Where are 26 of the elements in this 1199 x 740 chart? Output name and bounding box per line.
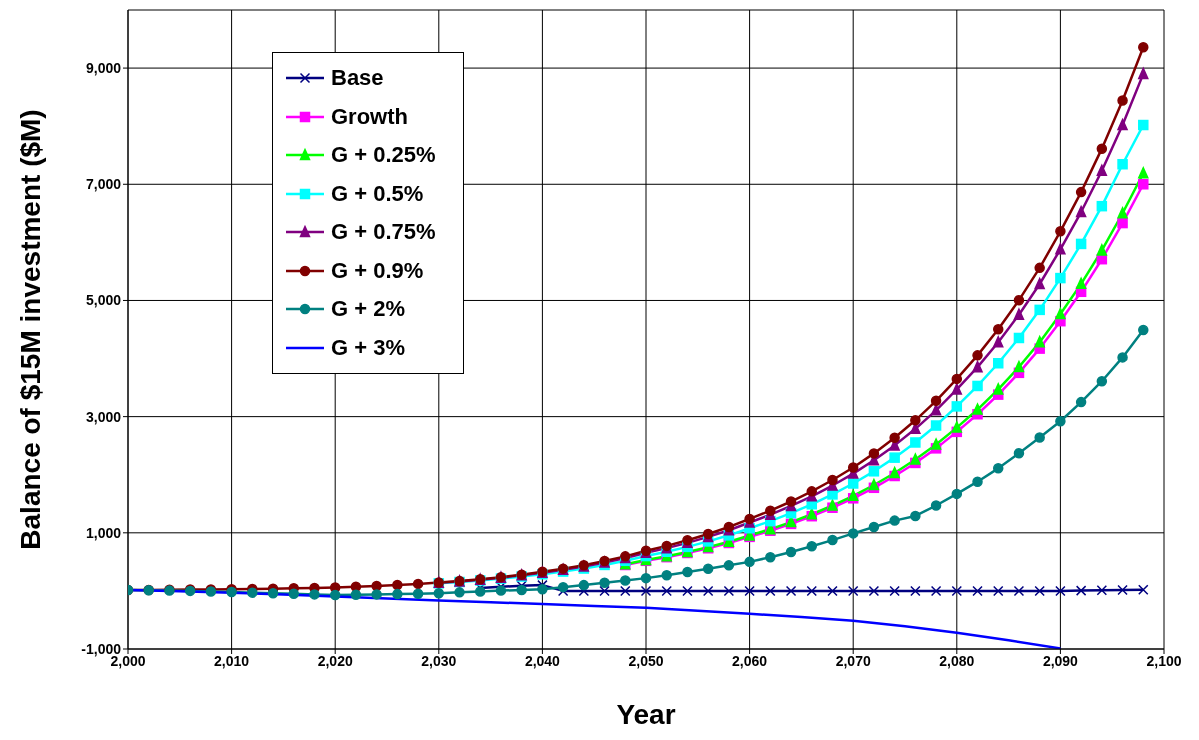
x-tick-label: 2,030 [421,652,457,669]
y-tick-label: -1,000 [81,640,122,657]
y-axis-title: Balance of $15M investment ($M) [14,109,46,550]
legend-label: G + 0.25% [331,142,436,169]
x-tick-label: 2,090 [1042,652,1079,669]
y-tick-label: 3,000 [85,408,122,425]
x-tick-label: 2,060 [732,652,768,669]
x-tick-label: 2,080 [939,652,975,669]
x-tick-label: 2,070 [835,652,871,669]
legend-label: G + 2% [331,296,405,323]
x-tick-label: 2,040 [524,652,561,669]
legend-label: Base [331,65,384,92]
legend-label: G + 0.9% [331,257,424,284]
x-axis-title: Year [616,699,676,730]
y-tick-label: 9,000 [85,60,122,77]
y-tick-label: 5,000 [85,292,122,309]
legend-label: G + 0.5% [331,180,424,207]
legend-label: Growth [331,103,408,130]
x-tick-label: 2,100 [1146,652,1182,669]
legend-label: G + 3% [331,334,405,361]
x-tick-label: 2,050 [628,652,664,669]
x-tick-label: 2,010 [214,652,250,669]
y-tick-label: 7,000 [85,176,122,193]
y-tick-label: 1,000 [85,524,122,541]
legend-label: G + 0.75% [331,219,436,246]
x-tick-label: 2,020 [317,652,353,669]
